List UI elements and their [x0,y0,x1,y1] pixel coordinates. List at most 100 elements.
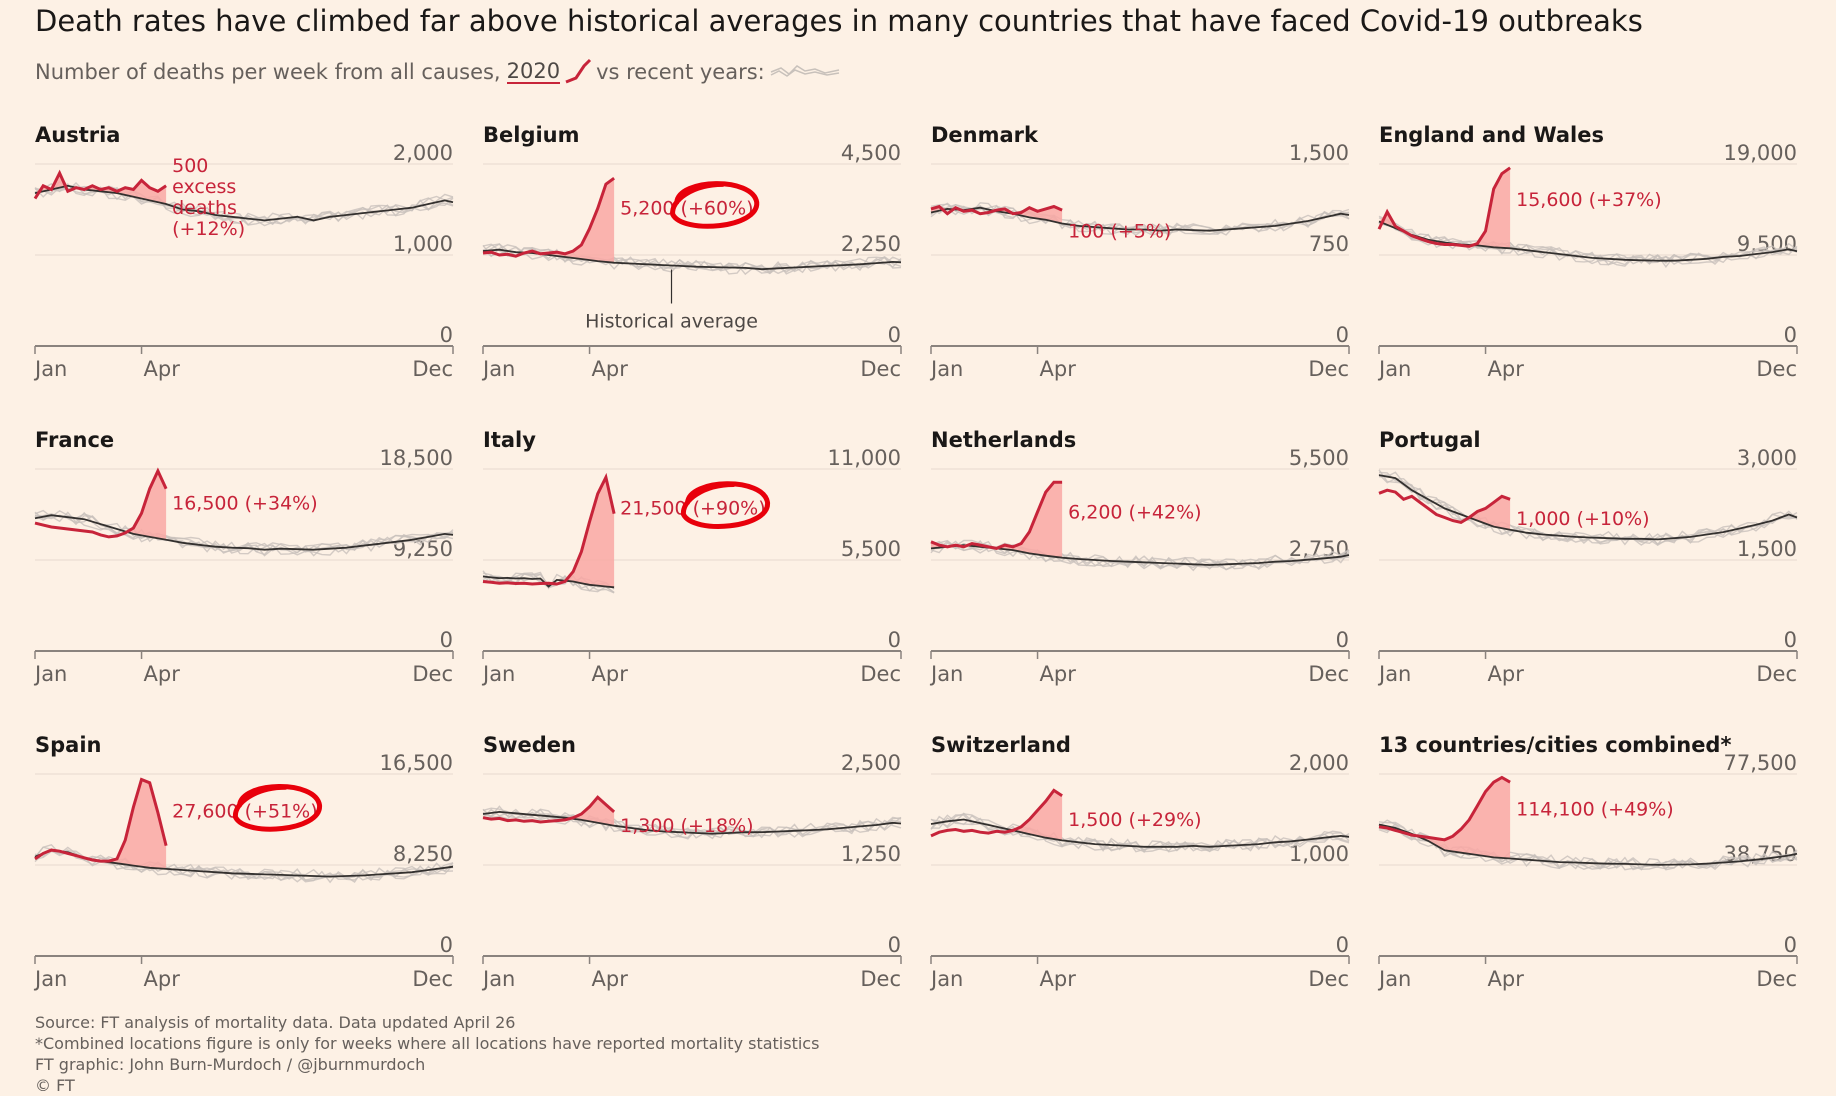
annotation-circle [233,784,323,832]
x-tick-label: Dec [1308,967,1349,991]
panel-6: Italy 0 5,500 11,000 Jan Apr Dec 21,500 (+90%) [481,428,902,686]
chart-title: Death rates have climbed far above histo… [35,4,1643,38]
y-tick-label: 0 [888,933,901,957]
x-tick-label: Apr [1488,967,1525,991]
historical-average-line [1378,474,1798,541]
y-tick-label: 0 [1784,628,1797,652]
x-tick-label: Apr [592,357,629,381]
y-tick-label: 0 [1784,933,1797,957]
x-tick-label: Jan [33,967,67,991]
y-tick-label: 16,500 [380,751,453,775]
excess-deaths-area [483,797,615,826]
subtitle-prefix: Number of deaths per week from all cause… [35,60,501,84]
y-tick-label: 1,000 [393,232,453,256]
x-tick-label: Dec [412,662,453,686]
y-tick-label: 11,000 [828,446,901,470]
recent-year-line [482,243,902,274]
x-tick-label: Apr [592,662,629,686]
historical-average-line [930,818,1350,848]
x-tick-label: Jan [481,357,515,381]
x-tick-label: Apr [144,662,181,686]
panel-8: Portugal 0 1,500 3,000 Jan Apr Dec 1,000 (+10%) [1377,428,1798,686]
panel-title: England and Wales [1379,123,1604,147]
x-tick-label: Dec [1756,357,1797,381]
x-tick-label: Jan [481,967,515,991]
historical-average-line [482,248,902,271]
historical-average-line [1378,823,1798,866]
panel-title: Belgium [483,123,580,147]
panel-title: Spain [35,733,101,757]
excess-label: (+12%) [172,218,245,240]
recent-year-line [1378,215,1798,267]
chart-footer: Source: FT analysis of mortality data. D… [35,1012,819,1096]
historical-average-line [34,514,454,551]
y-tick-label: 2,500 [841,751,901,775]
x-tick-label: Dec [1756,967,1797,991]
panel-title: Sweden [483,733,576,757]
x-tick-label: Dec [1308,357,1349,381]
panel-title: Portugal [1379,428,1481,452]
excess-label: 1,000 (+10%) [1516,508,1649,530]
excess-label: 21,500 (+90%) [620,498,766,520]
annotation-circle [681,481,771,529]
panel-title: Netherlands [931,428,1076,452]
excess-label: 1,300 (+18%) [620,815,753,837]
x-tick-label: Apr [144,357,181,381]
panel-title: Austria [35,123,120,147]
excess-deaths-area [483,477,615,588]
excess-deaths-area [1379,167,1511,249]
excess-label: deaths [172,197,237,219]
x-tick-label: Apr [592,967,629,991]
x-tick-label: Dec [860,967,901,991]
subtitle-suffix: vs recent years: [596,60,765,84]
y-tick-label: 0 [1784,323,1797,347]
excess-deaths-area [931,482,1063,558]
y-tick-label: 0 [440,628,453,652]
x-tick-label: Dec [412,357,453,381]
excess-deaths-area [1379,475,1511,530]
footer-copyright: © FT [35,1076,75,1095]
panel-title: Switzerland [931,733,1071,757]
excess-deaths-area [931,206,1063,224]
panel-title: Denmark [931,123,1039,147]
panel-10: Sweden 0 1,250 2,500 Jan Apr Dec 1,300 (+18%) [481,733,902,991]
excess-deaths-area [35,471,167,540]
line-2020 [930,204,1063,216]
y-tick-label: 0 [440,933,453,957]
x-tick-label: Jan [929,662,963,686]
y-tick-label: 5,500 [841,537,901,561]
footer-note: *Combined locations figure is only for w… [35,1034,820,1053]
recent-year-line [930,539,1350,570]
historical-average-line [930,206,1350,232]
x-tick-label: Jan [481,662,515,686]
panel-title: Italy [483,428,536,452]
subtitle-year-2020: 2020 [506,59,561,84]
excess-label: 500 [172,155,208,177]
line-2020 [34,777,168,863]
excess-deaths-area [35,779,167,869]
y-tick-label: 0 [1336,323,1349,347]
x-tick-label: Dec [412,967,453,991]
line-2020 [1377,166,1511,248]
historical-average-line [930,544,1350,566]
panel-9: Spain 0 8,250 16,500 Jan Apr Dec 27,600 (+51%) [33,733,454,991]
x-tick-label: Jan [33,357,67,381]
y-tick-label: 2,000 [1289,751,1349,775]
x-tick-label: Dec [860,662,901,686]
y-tick-label: 3,000 [1737,446,1797,470]
line-2020 [482,795,616,824]
y-tick-label: 0 [440,323,453,347]
x-tick-label: Apr [1040,662,1077,686]
y-tick-label: 18,500 [380,446,453,470]
y-tick-label: 1,500 [1289,141,1349,165]
x-tick-label: Jan [929,357,963,381]
excess-label: 27,600 (+51%) [172,800,318,822]
panel-12: 13 countries/cities combined*038,75077,5… [1377,733,1798,991]
x-tick-label: Jan [929,967,963,991]
y-tick-label: 77,500 [1724,751,1797,775]
x-tick-label: Apr [1040,967,1077,991]
legend-2020-line-icon [565,58,592,84]
